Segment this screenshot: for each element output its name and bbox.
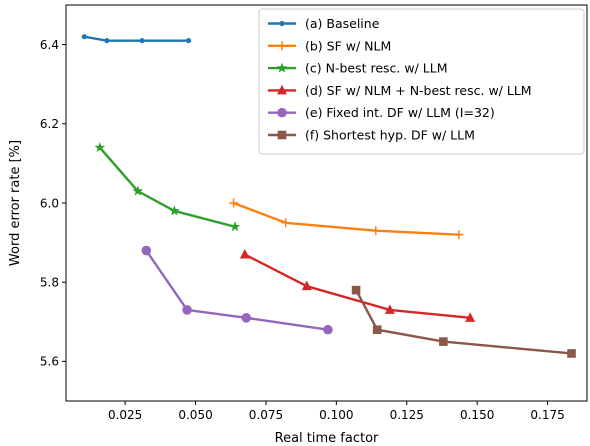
series-1 — [81, 34, 192, 44]
y-tick-label: 6.4 — [40, 38, 59, 52]
data-point — [104, 38, 110, 44]
data-point — [241, 313, 252, 323]
x-tick-label: 0.150 — [460, 408, 494, 422]
data-point — [139, 38, 145, 44]
legend-entry: (c) N-best resc. w/ LLM — [268, 61, 447, 76]
y-axis-label: Word error rate [%] — [8, 140, 23, 266]
legend: (a) Baseline (b) SF w/ NLM (c) N-best resc… — [258, 8, 585, 155]
data-point — [567, 349, 576, 358]
x-tick-label: 0.125 — [390, 408, 424, 422]
legend-marker — [277, 41, 287, 51]
data-point — [141, 245, 152, 256]
series-6 — [351, 285, 576, 358]
data-point — [185, 38, 192, 44]
legend-label: (b) SF w/ NLM — [305, 38, 391, 53]
legend-marker — [277, 130, 287, 140]
y-tick-label: 5.8 — [40, 276, 59, 290]
x-tick-label: 0.025 — [108, 408, 142, 422]
y-tick-label: 6.0 — [40, 196, 59, 210]
series-line — [84, 35, 189, 42]
series-line — [355, 289, 572, 355]
data-point — [229, 221, 241, 232]
data-point — [465, 312, 476, 322]
series-line — [244, 253, 471, 320]
axes: 0.025 0.050 0.075 0.100 0.125 0.150 0.175 5.6 5.… — [40, 4, 588, 422]
plot-area — [81, 34, 576, 358]
legend-label: (d) SF w/ NLM + N-best resc. w/ LLM — [305, 83, 532, 98]
data-point — [182, 305, 192, 315]
x-tick-label: 0.075 — [249, 408, 283, 422]
legend-entry: (f) Shortest hyp. DF w/ LLM — [268, 128, 475, 143]
data-point — [132, 185, 144, 196]
series-line — [98, 146, 236, 228]
legend-entry: (b) SF w/ NLM — [268, 38, 391, 53]
data-point — [239, 248, 250, 259]
series-line — [233, 201, 459, 236]
legend-label: (c) N-best resc. w/ LLM — [305, 61, 447, 76]
series-4 — [239, 248, 476, 322]
data-point — [372, 325, 382, 335]
legend-marker — [276, 62, 288, 73]
y-tick-label: 5.6 — [40, 355, 59, 369]
series-3 — [94, 142, 241, 232]
x-tick-label: 0.100 — [319, 408, 353, 422]
x-tick-label: 0.050 — [178, 408, 212, 422]
data-point — [94, 142, 106, 153]
data-point — [323, 324, 333, 335]
legend-entry: (a) Baseline — [268, 16, 380, 31]
data-point — [81, 34, 87, 40]
x-axis-label: Real time factor — [275, 431, 379, 446]
data-point — [371, 226, 381, 236]
legend-marker — [277, 84, 287, 95]
data-point — [384, 304, 395, 314]
series-5 — [141, 245, 333, 335]
data-point — [229, 198, 239, 208]
legend-entry: (e) Fixed int. DF w/ LLM (I=32) — [268, 105, 495, 120]
x-tick-label: 0.175 — [530, 408, 564, 422]
series-line — [145, 249, 329, 331]
data-point — [454, 230, 464, 240]
series-2 — [229, 198, 464, 240]
data-point — [351, 285, 361, 295]
legend-label: (e) Fixed int. DF w/ LLM (I=32) — [305, 105, 495, 120]
data-point — [301, 280, 312, 291]
data-point — [169, 205, 180, 216]
legend-label: (a) Baseline — [305, 16, 380, 31]
data-point — [281, 218, 291, 228]
y-tick-label: 6.2 — [40, 117, 59, 131]
legend-marker — [279, 20, 285, 27]
legend-box — [258, 8, 585, 155]
data-point — [439, 337, 448, 346]
legend-marker — [277, 107, 287, 118]
legend-entry: (d) SF w/ NLM + N-best resc. w/ LLM — [268, 83, 532, 98]
legend-label: (f) Shortest hyp. DF w/ LLM — [305, 128, 475, 143]
